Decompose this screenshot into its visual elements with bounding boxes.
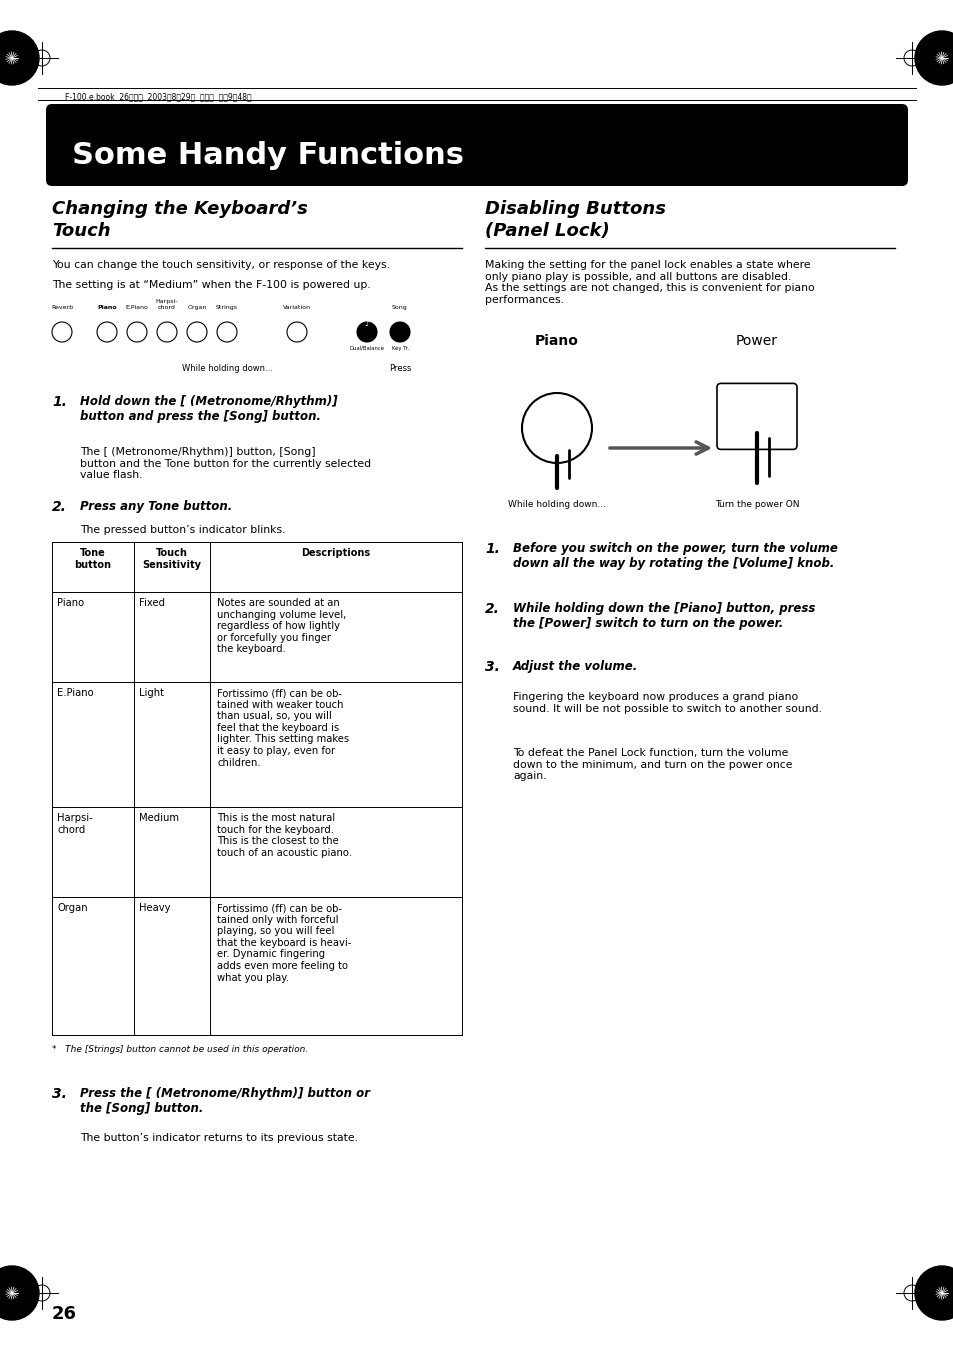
Text: Dual/Balance: Dual/Balance bbox=[349, 346, 384, 351]
Text: Piano: Piano bbox=[535, 334, 578, 349]
Text: Organ: Organ bbox=[57, 902, 88, 913]
Text: ♪: ♪ bbox=[364, 319, 370, 328]
Text: E.Piano: E.Piano bbox=[126, 305, 149, 309]
Text: Descriptions: Descriptions bbox=[301, 549, 370, 558]
Text: 3.: 3. bbox=[484, 661, 499, 674]
Text: This is the most natural
touch for the keyboard.
This is the closest to the
touc: This is the most natural touch for the k… bbox=[216, 813, 352, 858]
Circle shape bbox=[157, 322, 177, 342]
Text: Press any Tone button.: Press any Tone button. bbox=[80, 500, 232, 513]
Text: Press the [ (Metronome/Rhythm)] button or
the [Song] button.: Press the [ (Metronome/Rhythm)] button o… bbox=[80, 1088, 370, 1115]
Text: To defeat the Panel Lock function, turn the volume
down to the minimum, and turn: To defeat the Panel Lock function, turn … bbox=[513, 748, 792, 781]
Text: Strings: Strings bbox=[215, 305, 237, 309]
Text: 2.: 2. bbox=[52, 500, 67, 513]
Text: Harpsi-
chord: Harpsi- chord bbox=[155, 299, 178, 309]
Text: Adjust the volume.: Adjust the volume. bbox=[513, 661, 638, 673]
Circle shape bbox=[356, 322, 376, 342]
Text: Fortissimo (ff) can be ob-
tained with weaker touch
than usual, so, you will
fee: Fortissimo (ff) can be ob- tained with w… bbox=[216, 688, 349, 767]
Text: Piano: Piano bbox=[57, 598, 84, 608]
FancyBboxPatch shape bbox=[46, 104, 907, 186]
Text: *   The [Strings] button cannot be used in this operation.: * The [Strings] button cannot be used in… bbox=[52, 1046, 308, 1054]
Text: Notes are sounded at an
unchanging volume level,
regardless of how lightly
or fo: Notes are sounded at an unchanging volum… bbox=[216, 598, 346, 654]
Text: Fortissimo (ff) can be ob-
tained only with forceful
playing, so you will feel
t: Fortissimo (ff) can be ob- tained only w… bbox=[216, 902, 351, 982]
Text: While holding down...: While holding down... bbox=[181, 363, 273, 373]
Text: Organ: Organ bbox=[187, 305, 207, 309]
Circle shape bbox=[390, 322, 410, 342]
Text: 26: 26 bbox=[52, 1305, 77, 1323]
Circle shape bbox=[187, 322, 207, 342]
Text: Touch
Sensitivity: Touch Sensitivity bbox=[142, 549, 201, 570]
Text: (Panel Lock): (Panel Lock) bbox=[484, 222, 609, 240]
Circle shape bbox=[127, 322, 147, 342]
Text: Fingering the keyboard now produces a grand piano
sound. It will be not possible: Fingering the keyboard now produces a gr… bbox=[513, 692, 821, 713]
Text: Harpsi-
chord: Harpsi- chord bbox=[57, 813, 92, 835]
Circle shape bbox=[216, 322, 236, 342]
Text: Making the setting for the panel lock enables a state where
only piano play is p: Making the setting for the panel lock en… bbox=[484, 259, 814, 305]
Circle shape bbox=[0, 1266, 39, 1320]
Text: Before you switch on the power, turn the volume
down all the way by rotating the: Before you switch on the power, turn the… bbox=[513, 542, 837, 570]
Text: E.Piano: E.Piano bbox=[57, 688, 93, 698]
Text: You can change the touch sensitivity, or response of the keys.: You can change the touch sensitivity, or… bbox=[52, 259, 390, 270]
Circle shape bbox=[914, 1266, 953, 1320]
Text: Piano: Piano bbox=[97, 305, 116, 309]
Circle shape bbox=[52, 322, 71, 342]
Text: Fixed: Fixed bbox=[139, 598, 165, 608]
Circle shape bbox=[0, 31, 39, 85]
FancyBboxPatch shape bbox=[717, 384, 796, 450]
Text: Heavy: Heavy bbox=[139, 902, 171, 913]
Text: While holding down the [Piano] button, press
the [Power] switch to turn on the p: While holding down the [Piano] button, p… bbox=[513, 603, 815, 630]
Text: Song: Song bbox=[392, 305, 408, 309]
Text: Some Handy Functions: Some Handy Functions bbox=[71, 141, 463, 169]
Text: The button’s indicator returns to its previous state.: The button’s indicator returns to its pr… bbox=[80, 1133, 357, 1143]
Text: Variation: Variation bbox=[283, 305, 311, 309]
Text: F-100.e.book  26ページ  2003年8月29日  金曜日  午前9晈48分: F-100.e.book 26ページ 2003年8月29日 金曜日 午前9晈48… bbox=[65, 92, 252, 101]
Text: 2.: 2. bbox=[484, 603, 499, 616]
Text: Tone
button: Tone button bbox=[74, 549, 112, 570]
Text: The pressed button’s indicator blinks.: The pressed button’s indicator blinks. bbox=[80, 526, 285, 535]
Circle shape bbox=[97, 322, 117, 342]
Text: Light: Light bbox=[139, 688, 164, 698]
Text: 1.: 1. bbox=[52, 394, 67, 409]
Circle shape bbox=[914, 31, 953, 85]
Text: Disabling Buttons: Disabling Buttons bbox=[484, 200, 665, 218]
Text: Medium: Medium bbox=[139, 813, 179, 823]
Text: While holding down...: While holding down... bbox=[507, 500, 605, 509]
Text: Hold down the [ (Metronome/Rhythm)]
button and press the [Song] button.: Hold down the [ (Metronome/Rhythm)] butt… bbox=[80, 394, 337, 423]
Circle shape bbox=[287, 322, 307, 342]
Text: 3.: 3. bbox=[52, 1088, 67, 1101]
Text: 1.: 1. bbox=[484, 542, 499, 557]
Text: Touch: Touch bbox=[52, 222, 111, 240]
Text: Key Tr.: Key Tr. bbox=[391, 346, 408, 351]
Text: Press: Press bbox=[389, 363, 411, 373]
Text: Reverb: Reverb bbox=[51, 305, 73, 309]
Text: The setting is at “Medium” when the F-100 is powered up.: The setting is at “Medium” when the F-10… bbox=[52, 280, 371, 290]
Text: The [ (Metronome/Rhythm)] button, [Song]
button and the Tone button for the curr: The [ (Metronome/Rhythm)] button, [Song]… bbox=[80, 447, 371, 480]
Text: Power: Power bbox=[735, 334, 778, 349]
Text: Changing the Keyboard’s: Changing the Keyboard’s bbox=[52, 200, 308, 218]
Text: Turn the power ON: Turn the power ON bbox=[714, 500, 799, 509]
